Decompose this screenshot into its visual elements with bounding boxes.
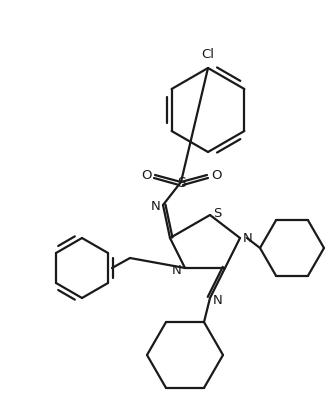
- Text: O: O: [141, 168, 151, 181]
- Text: N: N: [243, 232, 253, 245]
- Text: S: S: [178, 176, 186, 190]
- Text: Cl: Cl: [202, 49, 214, 62]
- Text: N: N: [172, 264, 182, 277]
- Text: N: N: [213, 293, 223, 307]
- Text: S: S: [213, 207, 221, 220]
- Text: N: N: [151, 199, 161, 212]
- Text: O: O: [211, 168, 221, 181]
